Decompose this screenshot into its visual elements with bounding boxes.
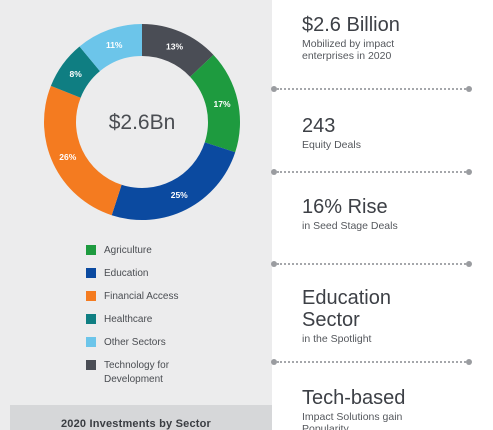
- stat-education-sector: Education Sector in the Spotlight: [302, 287, 487, 345]
- legend-swatch: [86, 268, 96, 278]
- chart-title-band: [10, 405, 272, 430]
- stat-value: Tech-based: [302, 387, 406, 409]
- chart-panel: 13% 17% 25% 26% 8% 11% $2.6Bn Agriculture Edu…: [0, 0, 272, 430]
- stat-tech-based: Tech-based Impact Solutions gain Popular…: [302, 387, 487, 430]
- stat-equity-deals: 243 Equity Deals: [302, 115, 487, 151]
- stat-description: in the Spotlight: [302, 333, 372, 345]
- stat-description: in Seed Stage Deals: [302, 220, 398, 232]
- legend-label: Technology for Development: [104, 360, 170, 385]
- legend-swatch: [86, 245, 96, 255]
- legend-label: Agriculture: [104, 245, 152, 256]
- stat-value: 243: [302, 115, 336, 137]
- donut-slice-financial-access: [43, 85, 122, 216]
- legend-swatch: [86, 360, 96, 370]
- legend-swatch: [86, 291, 96, 301]
- stat-total-mobilized: $2.6 Billion Mobilized by impact enterpr…: [302, 14, 487, 62]
- dotted-divider: [271, 261, 472, 267]
- donut-slice-label: 11%: [106, 40, 123, 50]
- stat-description: Equity Deals: [302, 139, 361, 151]
- dotted-divider: [271, 359, 472, 365]
- legend-swatch: [86, 337, 96, 347]
- donut-slice-healthcare: [50, 46, 100, 98]
- donut-slice-label: 25%: [171, 190, 188, 200]
- legend-item-healthcare: Healthcare: [86, 311, 266, 334]
- stat-value: 16% Rise: [302, 196, 388, 218]
- donut-slice-other-sectors: [79, 24, 142, 72]
- legend-item-other-sectors: Other Sectors: [86, 334, 266, 357]
- stat-value: Education Sector: [302, 287, 391, 331]
- legend-label: Healthcare: [104, 314, 153, 325]
- donut-slice-education: [111, 142, 236, 220]
- donut-slice-technology-for-development: [142, 24, 214, 77]
- legend-item-education: Education: [86, 265, 266, 288]
- donut-center-label: $2.6Bn: [109, 111, 176, 134]
- stat-description: Mobilized by impact enterprises in 2020: [302, 38, 395, 62]
- legend-label: Financial Access: [104, 291, 179, 302]
- stat-value: $2.6 Billion: [302, 14, 400, 36]
- legend-item-agriculture: Agriculture: [86, 242, 266, 265]
- donut-slice-label: 8%: [70, 69, 83, 79]
- dotted-divider: [271, 86, 472, 92]
- legend-item-technology-for-development: Technology for Development: [86, 357, 266, 385]
- legend-label: Education: [104, 268, 149, 279]
- legend-label: Other Sectors: [104, 337, 166, 348]
- chart-legend: Agriculture Education Financial Access H…: [86, 242, 266, 385]
- donut-slice-label: 17%: [214, 99, 231, 109]
- donut-slice-label: 13%: [166, 42, 183, 52]
- chart-title: 2020 Investments by Sector: [60, 418, 212, 430]
- stat-seed-stage: 16% Rise in Seed Stage Deals: [302, 196, 487, 232]
- stat-description: Impact Solutions gain Popularity: [302, 411, 403, 430]
- donut-slice-label: 26%: [59, 152, 76, 162]
- legend-swatch: [86, 314, 96, 324]
- dotted-divider: [271, 169, 472, 175]
- stats-panel: $2.6 Billion Mobilized by impact enterpr…: [271, 0, 493, 430]
- donut-slice-agriculture: [190, 54, 240, 153]
- legend-item-financial-access: Financial Access: [86, 288, 266, 311]
- donut-chart: 13% 17% 25% 26% 8% 11% $2.6Bn: [43, 24, 240, 220]
